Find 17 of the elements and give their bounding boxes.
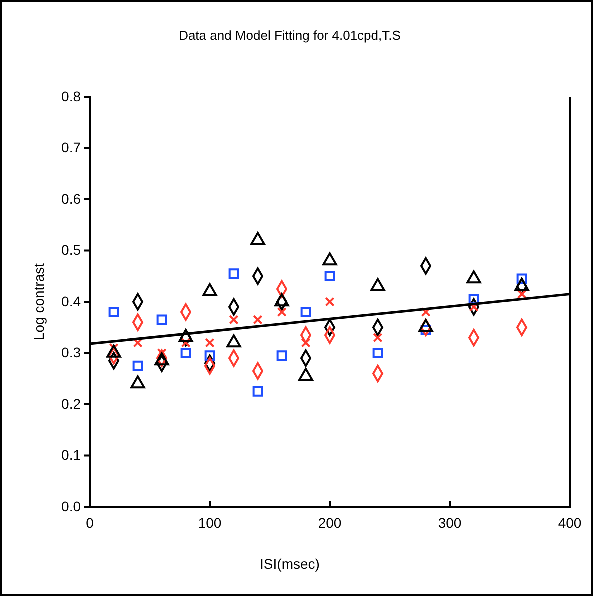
y-tick-label: 0.2 <box>62 396 82 412</box>
y-tick-label: 0.7 <box>62 140 82 156</box>
x-tick-label: 0 <box>86 515 94 532</box>
x-tick-label: 100 <box>198 515 222 532</box>
y-tick-label: 0.0 <box>62 498 82 514</box>
chart-title: Data and Model Fitting for 4.01cpd,T.S <box>179 28 402 43</box>
x-tick-label: 300 <box>438 515 462 532</box>
y-tick-label: 0.6 <box>62 190 82 207</box>
y-tick-label: 0.5 <box>62 242 82 258</box>
y-axis-title: Log contrast <box>31 263 47 341</box>
y-tick-label: 0.4 <box>62 293 82 310</box>
y-tick-label: 0.1 <box>62 447 82 464</box>
y-tick-label: 0.8 <box>62 88 82 104</box>
y-tick-label: 0.3 <box>62 344 82 361</box>
x-tick-label: 200 <box>318 515 342 532</box>
x-tick-label: 400 <box>558 515 582 532</box>
x-axis-title: ISI(msec) <box>260 556 320 572</box>
